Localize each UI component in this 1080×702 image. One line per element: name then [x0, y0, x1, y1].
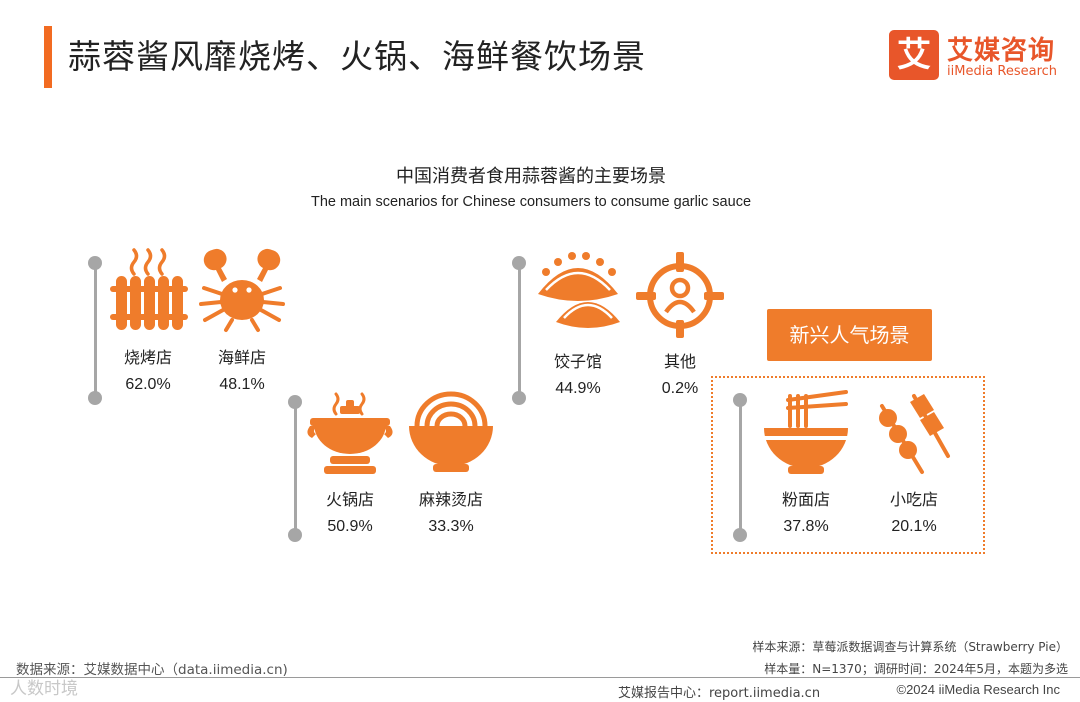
scenario-label: 粉面店	[781, 490, 830, 509]
scenario-value: 33.3%	[428, 518, 474, 535]
connector-dot	[88, 391, 102, 405]
title-accent-bar	[44, 26, 52, 88]
emerging-scenario-box	[711, 376, 985, 554]
noodle-bowl-icon	[409, 391, 493, 472]
scenario-label: 烧烤店	[123, 348, 172, 367]
scenario-label: 海鲜店	[217, 348, 266, 367]
dumpling-icon	[538, 252, 620, 328]
logo-name-en: iiMedia Research	[947, 64, 1058, 79]
connector-dot	[288, 395, 302, 409]
scenario-value: 48.1%	[219, 376, 265, 393]
scenario-value: 62.0%	[125, 376, 171, 393]
connector-dot	[512, 391, 526, 405]
connector-dot	[733, 528, 747, 542]
scenario-value: 44.9%	[555, 380, 601, 397]
copyright: ©2024 iiMedia Research Inc	[896, 682, 1061, 697]
scenario-label: 火锅店	[325, 490, 374, 509]
connector-dot	[733, 393, 747, 407]
connector-dot	[88, 256, 102, 270]
crab-icon	[199, 248, 285, 332]
scenario-label: 其他	[663, 352, 696, 371]
scenario-item: 海鲜店 48.1%	[187, 242, 297, 394]
radiator-icon	[110, 248, 188, 330]
chart-subtitle: The main scenarios for Chinese consumers…	[310, 194, 752, 210]
scenario-item: 麻辣烫店 33.3%	[396, 386, 506, 536]
group-connector-3	[518, 262, 521, 398]
iimedia-logo: 艾 艾媒咨询 iiMedia Research	[889, 30, 1069, 82]
scenario-value: 50.9%	[327, 518, 373, 535]
sample-source: 样本来源：草莓派数据调查与计算系统（Strawberry Pie）	[752, 640, 1068, 654]
scenario-value: 0.2%	[661, 380, 699, 397]
scenario-label: 麻辣烫店	[418, 490, 483, 509]
connector-dot	[512, 256, 526, 270]
footer-divider	[0, 677, 1080, 678]
sample-size: 样本量：N=1370；调研时间：2024年5月，本题为多选	[764, 662, 1068, 676]
scenario-label: 饺子馆	[553, 352, 602, 371]
connector-dot	[288, 528, 302, 542]
scenario-label: 小吃店	[889, 490, 938, 509]
logo-mark: 艾	[889, 30, 939, 80]
scenario-value: 20.1%	[891, 518, 937, 535]
group-connector-4	[739, 400, 742, 536]
logo-name-cn: 艾媒咨询	[947, 36, 1056, 66]
target-person-icon	[636, 252, 724, 338]
page-title: 蒜蓉酱风靡烧烤、火锅、海鲜餐饮场景	[68, 37, 646, 76]
scenario-item: 烧烤店 62.0%	[93, 242, 203, 394]
scenario-item: 饺子馆 44.9%	[523, 250, 633, 398]
watermark: 人数时境	[10, 679, 78, 699]
scenario-item: 火锅店 50.9%	[295, 386, 405, 536]
scenario-item: 其他 0.2%	[625, 250, 735, 398]
chart-title: 中国消费者食用蒜蓉酱的主要场景	[396, 166, 666, 187]
scenario-value: 37.8%	[783, 518, 829, 535]
noodles-chopsticks-icon	[764, 390, 848, 474]
data-source: 数据来源：艾媒数据中心（data.iimedia.cn)	[16, 662, 288, 678]
report-center: 艾媒报告中心：report.iimedia.cn	[618, 686, 821, 701]
scenario-item: 小吃店 20.1%	[859, 386, 969, 536]
emerging-scenario-badge: 新兴人气场景	[767, 309, 932, 361]
scenario-item: 粉面店 37.8%	[751, 386, 861, 536]
skewer-icon	[879, 394, 950, 474]
hotpot-icon	[307, 392, 393, 474]
group-connector-1	[94, 262, 97, 398]
group-connector-2	[294, 402, 297, 536]
